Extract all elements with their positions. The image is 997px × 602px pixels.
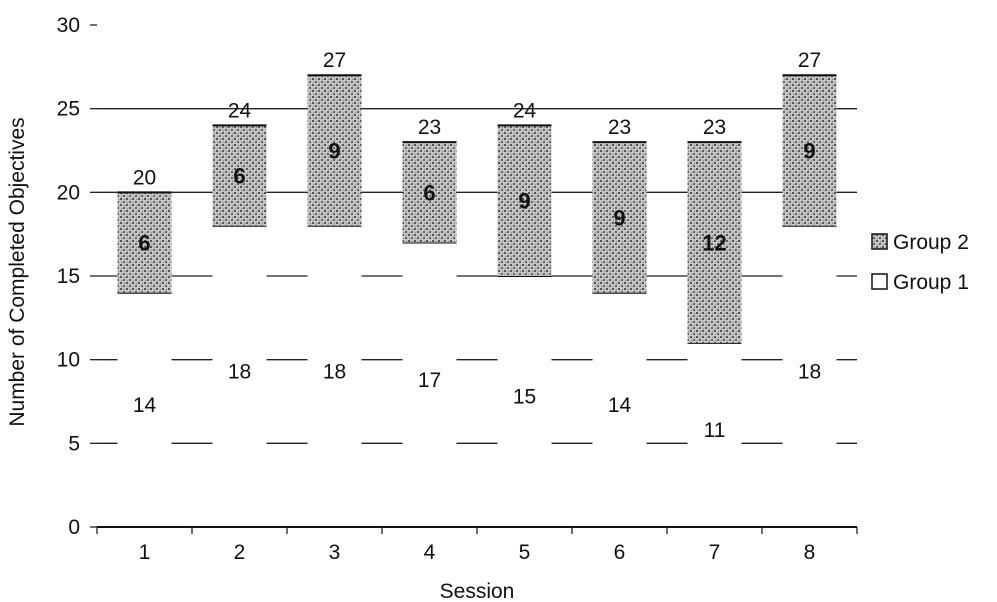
group2-value-label-6: 9 [613,205,625,230]
group2-value-label-2: 6 [233,164,245,189]
group1-value-label-6: 14 [608,394,632,417]
group2-value-label-7: 12 [702,231,726,256]
data-labels: 14 6 20 18 6 24 18 9 27 17 6 23 15 9 24 14 9 23 11 12 23 18 9 2… [133,49,821,442]
bar-group1-session-4 [402,242,457,528]
x-tick-label-2: 2 [234,541,246,564]
group1-value-label-2: 18 [228,360,251,383]
bar-group2-session-3 [307,75,362,226]
bars [117,74,837,528]
bar-group2-session-6 [592,142,647,293]
x-tick-label-7: 7 [709,541,721,564]
y-tick-label-0: 0 [68,516,80,539]
x-tick-label-4: 4 [424,541,436,564]
legend-swatch-group-2 [871,233,888,250]
bar-group2-session-2 [212,125,267,226]
y-tick-label-10: 10 [57,349,80,372]
legend-swatch-group-1 [871,273,888,290]
bar-group2-session-7 [687,142,742,343]
bar-group1-session-3 [307,225,362,528]
group1-value-label-5: 15 [513,386,536,409]
total-value-label-5: 24 [513,99,537,122]
legend: Group 2 Group 1 [866,228,997,310]
total-value-label-8: 27 [798,49,821,72]
total-value-label-7: 23 [703,116,726,139]
total-value-label-4: 23 [418,116,441,139]
group2-value-label-1: 6 [138,231,150,256]
group1-value-label-4: 17 [418,369,441,392]
x-tick-label-3: 3 [329,541,341,564]
y-tick-label-20: 20 [57,181,80,204]
legend-label-group-2: Group 2 [893,231,969,254]
legend-label-group-1: Group 1 [893,271,969,294]
group2-value-label-4: 6 [423,180,435,205]
legend-box [866,228,997,310]
y-tick-label-30: 30 [57,14,80,37]
group1-value-label-3: 18 [323,360,346,383]
x-axis-title: Session [440,580,515,602]
x-tick-labels: 1 2 3 4 5 6 7 8 [139,541,816,564]
y-tick-label-15: 15 [57,265,80,288]
bar-group1-session-1 [117,292,172,527]
y-tick-labels: 0 5 10 15 20 25 30 [57,14,80,539]
y-tick-label-5: 5 [68,432,80,455]
total-value-label-6: 23 [608,116,631,139]
y-tick-label-25: 25 [57,98,80,121]
bar-group2-session-4 [402,142,457,243]
x-tick-label-5: 5 [519,541,531,564]
bar-group1-session-6 [592,292,647,527]
group2-value-label-8: 9 [803,139,815,164]
x-tick-label-6: 6 [614,541,626,564]
group1-value-label-7: 11 [704,419,726,442]
gridlines [97,108,857,444]
y-axis-title: Number of Completed Objectives [6,117,29,426]
group2-value-label-3: 9 [328,139,340,164]
total-value-label-1: 20 [133,166,156,189]
total-value-label-2: 24 [228,99,252,122]
bar-group1-session-2 [212,225,267,528]
axes [90,24,858,534]
group2-value-label-5: 9 [518,189,530,214]
bar-group2-session-1 [117,192,172,293]
x-tick-label-8: 8 [804,541,816,564]
group1-value-label-8: 18 [798,360,821,383]
group1-value-label-1: 14 [133,394,157,417]
bar-group1-session-5 [497,276,552,527]
x-tick-label-1: 1 [139,541,151,564]
bar-group1-session-8 [782,225,837,528]
bar-group1-session-7 [687,342,742,527]
bar-group2-session-8 [782,75,837,226]
total-value-label-3: 27 [323,49,346,72]
bar-group2-session-5 [497,125,552,277]
